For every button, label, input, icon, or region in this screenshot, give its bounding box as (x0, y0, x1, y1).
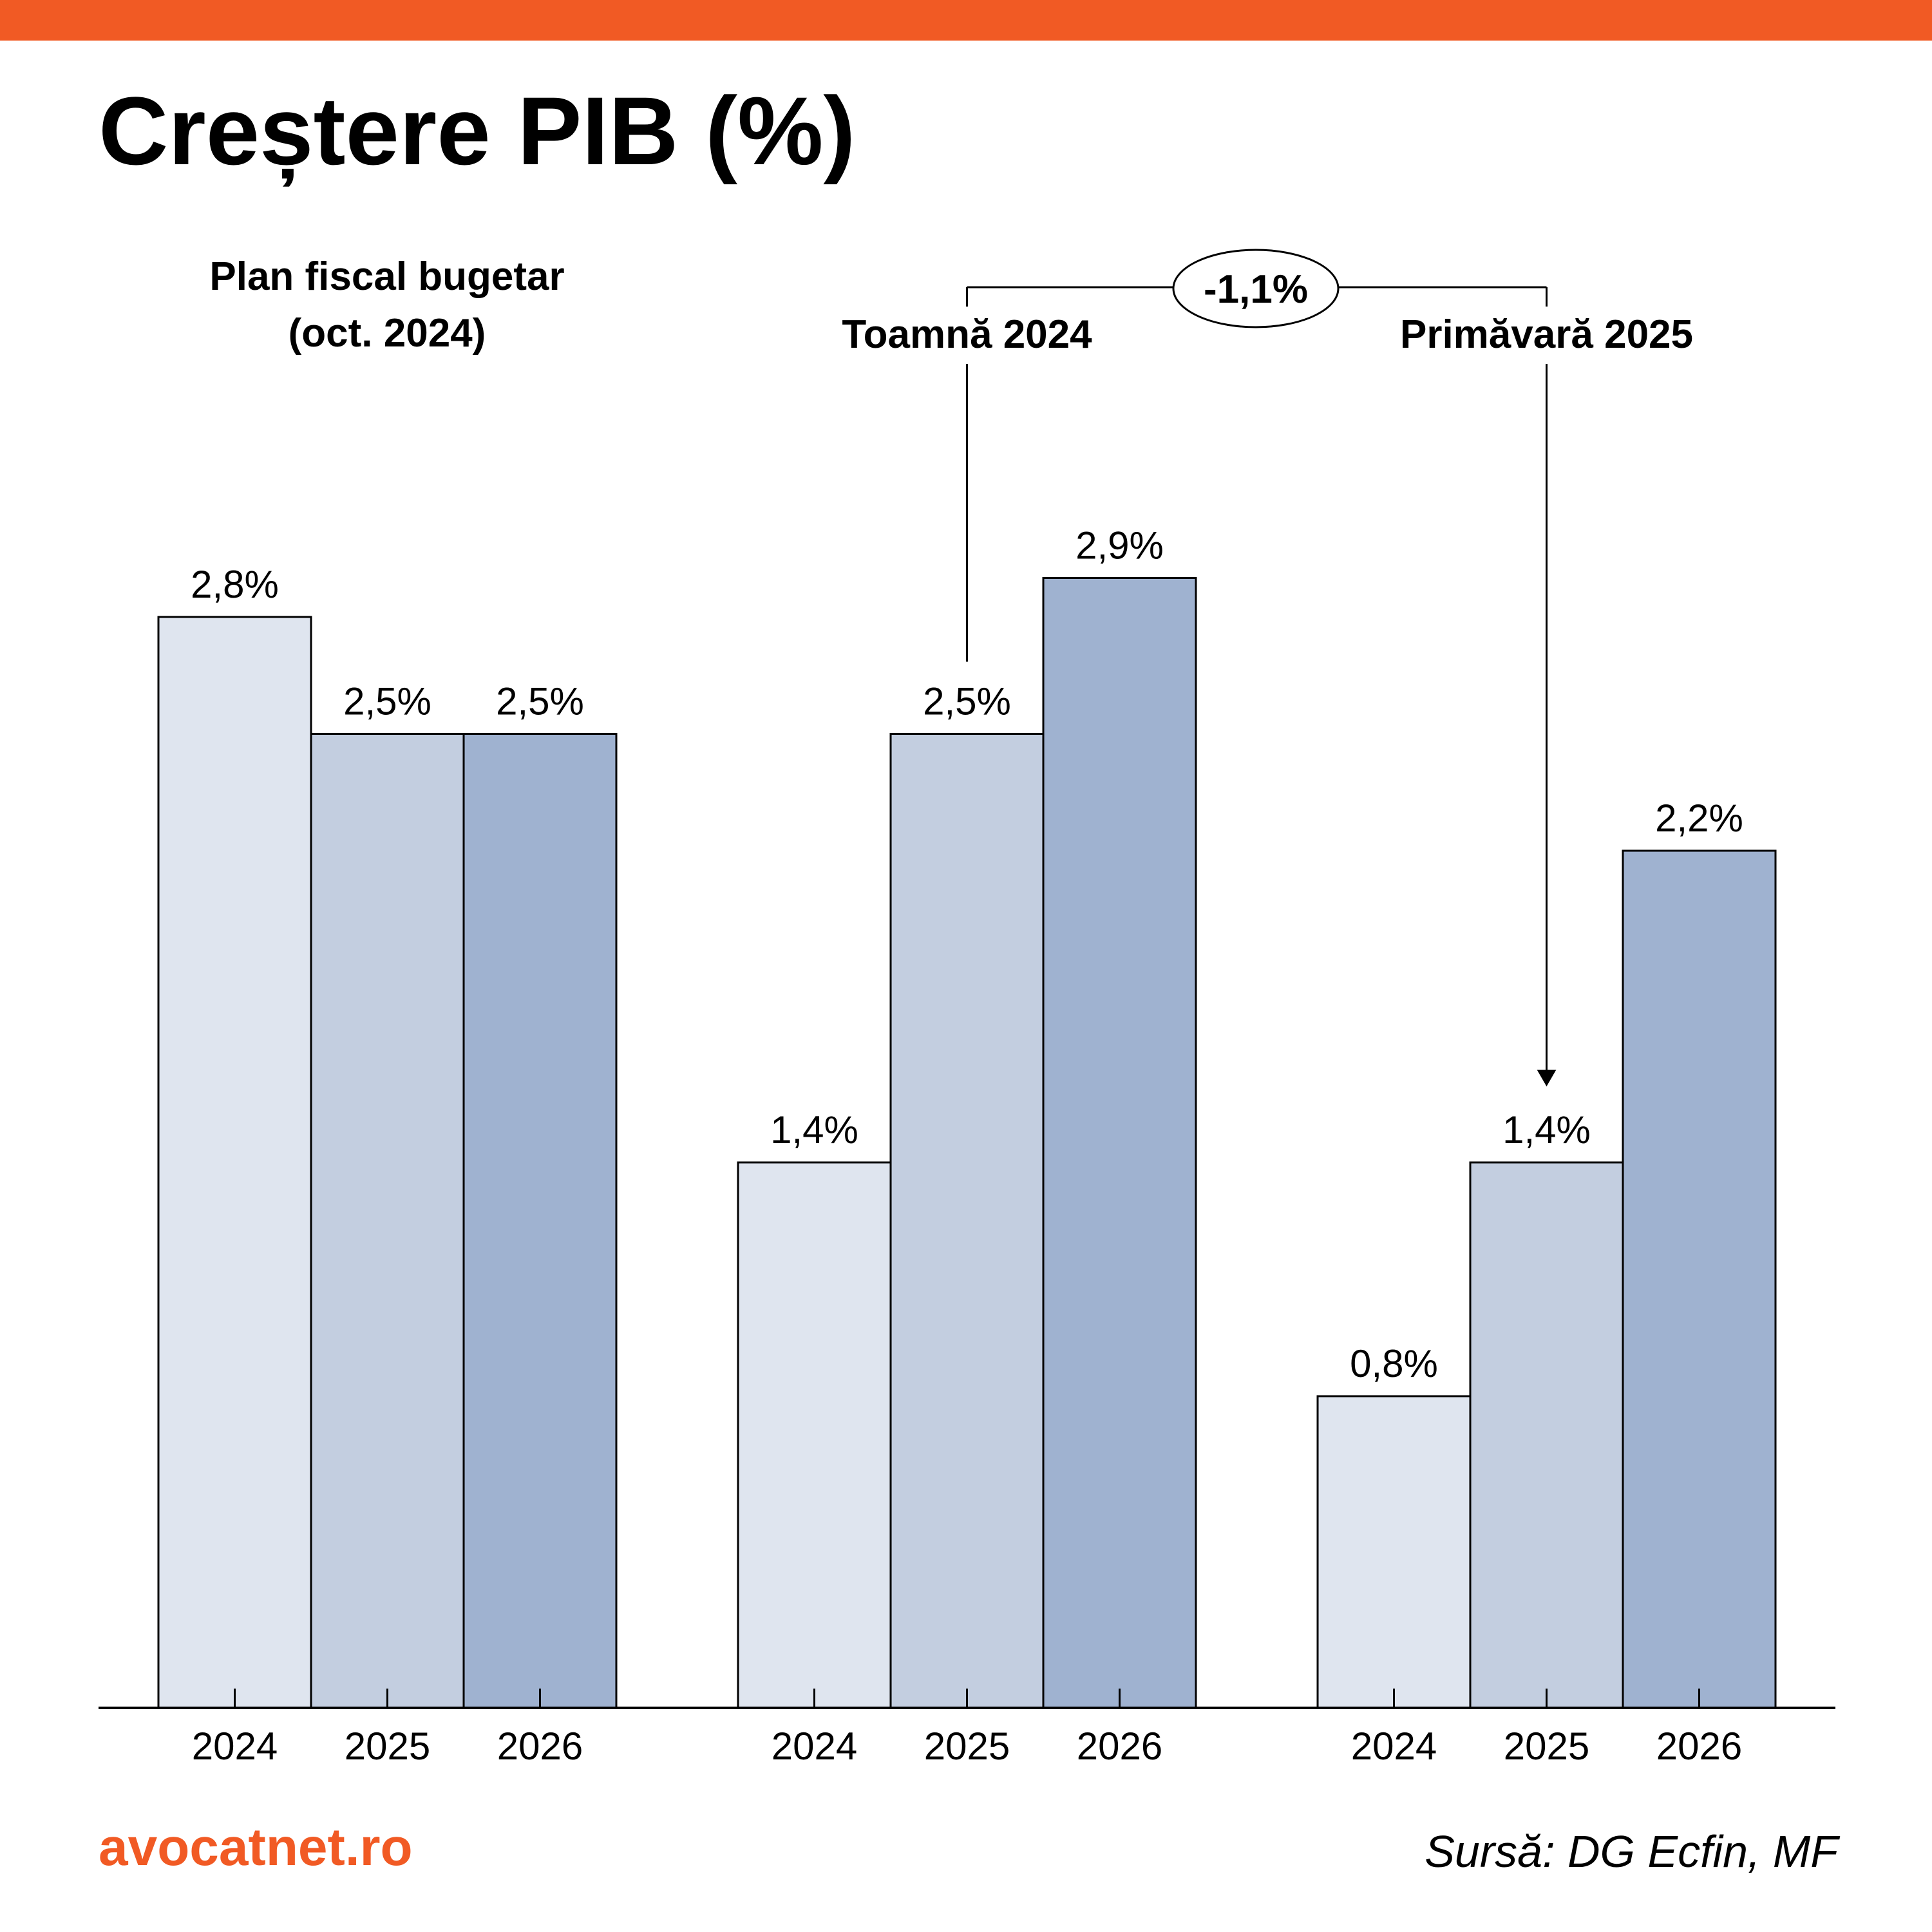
x-tick-label: 2025 (345, 1725, 430, 1768)
bar (1042, 577, 1197, 1709)
x-tick-label: 2025 (1504, 1725, 1589, 1768)
value-label: 2,5% (343, 680, 431, 723)
bar (157, 616, 312, 1709)
x-tick-label: 2024 (1351, 1725, 1437, 1768)
value-label: 1,4% (770, 1108, 858, 1151)
annotation-oval (1172, 249, 1340, 328)
annotation-arrowhead (1537, 1070, 1557, 1086)
annotation-label: -1,1% (1204, 267, 1308, 312)
bar (310, 733, 465, 1709)
group-label: (oct. 2024) (289, 311, 486, 355)
x-tick-label: 2026 (1077, 1725, 1162, 1768)
x-tick-label: 2024 (192, 1725, 278, 1768)
group-label: Toamnă 2024 (842, 312, 1092, 357)
value-label: 2,5% (923, 680, 1011, 723)
value-label: 2,2% (1655, 797, 1743, 840)
value-label: 2,8% (191, 563, 279, 606)
bar (1622, 849, 1777, 1709)
bar (1316, 1395, 1472, 1709)
value-label: 0,8% (1350, 1342, 1438, 1385)
top-accent-bar (0, 0, 1932, 41)
x-tick-label: 2025 (924, 1725, 1010, 1768)
x-tick-label: 2026 (1656, 1725, 1742, 1768)
bar (889, 733, 1045, 1709)
bar (737, 1161, 892, 1709)
bar (462, 733, 618, 1709)
x-tick-label: 2024 (772, 1725, 857, 1768)
brand-logo-text[interactable]: avocatnet.ro (99, 1818, 413, 1877)
group-label: Plan fiscal bugetar (209, 254, 564, 299)
group-label: Primăvară 2025 (1400, 312, 1693, 357)
source-note: Sursă: DG Ecfin, MF (1425, 1826, 1838, 1877)
value-label: 2,9% (1075, 524, 1164, 567)
bar (1469, 1161, 1624, 1709)
chart-title: Creștere PIB (%) (99, 77, 856, 185)
value-label: 2,5% (496, 680, 584, 723)
x-tick-label: 2026 (497, 1725, 583, 1768)
value-label: 1,4% (1502, 1108, 1591, 1151)
